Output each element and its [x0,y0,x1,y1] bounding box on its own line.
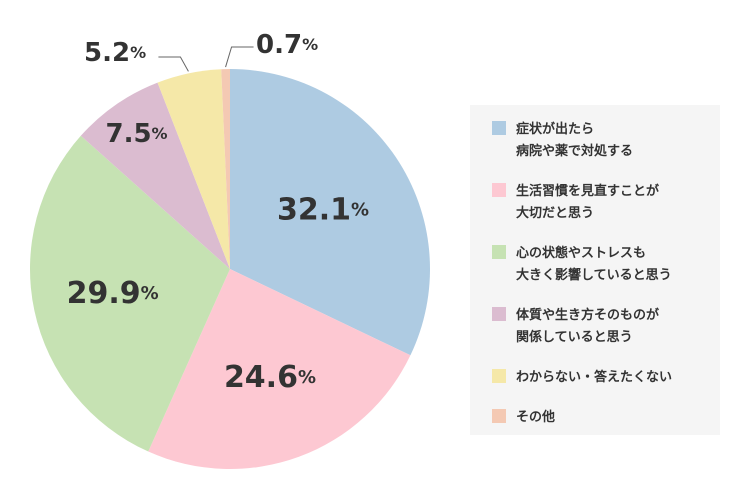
legend-label: 症状が出たら 病院や薬で対処する [516,122,634,159]
pie-slice [80,82,230,269]
pie-slice [29,135,230,452]
leader-line [158,56,189,72]
slice-label: 7.5% [105,119,167,149]
slice-label: 29.9% [67,276,159,311]
slice-label: 32.1% [277,192,369,227]
legend-label: 心の状態やストレスも 大きく影響していると思う [516,246,672,283]
slice-label: 5.2% [84,38,146,68]
pie-slice [221,69,230,269]
leader-line [225,46,254,68]
legend-label: 生活習慣を見直すことが 大切だと思う [516,184,660,221]
legend-label: 体質や生き方そのものが 関係していると思う [516,308,660,345]
legend-swatch [492,409,506,423]
legend-item: 症状が出たら 病院や薬で対処する [492,119,720,163]
legend-swatch [492,183,506,197]
legend-swatch [492,121,506,135]
pie-slice [230,69,430,356]
legend-label: その他 [516,410,556,425]
legend-swatch [492,369,506,383]
slice-label: 0.7% [256,30,318,60]
legend-item: 心の状態やストレスも 大きく影響していると思う [492,243,720,287]
slice-labels: 32.1% 24.6% 29.9% 7.5% 5.2% 0.7% [67,30,369,395]
leader-lines [158,46,254,72]
legend: 症状が出たら 病院や薬で対処する 生活習慣を見直すことが 大切だと思う 心の状態… [470,105,720,435]
legend-label: わからない・答えたくない [516,370,673,385]
legend-item: わからない・答えたくない [492,367,720,389]
slice-label: 24.6% [224,359,316,394]
legend-item: その他 [492,407,720,429]
pie-slices [29,69,430,469]
pie-slice [148,269,411,469]
legend-item: 生活習慣を見直すことが 大切だと思う [492,181,720,225]
legend-swatch [492,307,506,321]
legend-item: 体質や生き方そのものが 関係していると思う [492,305,720,349]
legend-swatch [492,245,506,259]
pie-slice [157,69,230,269]
